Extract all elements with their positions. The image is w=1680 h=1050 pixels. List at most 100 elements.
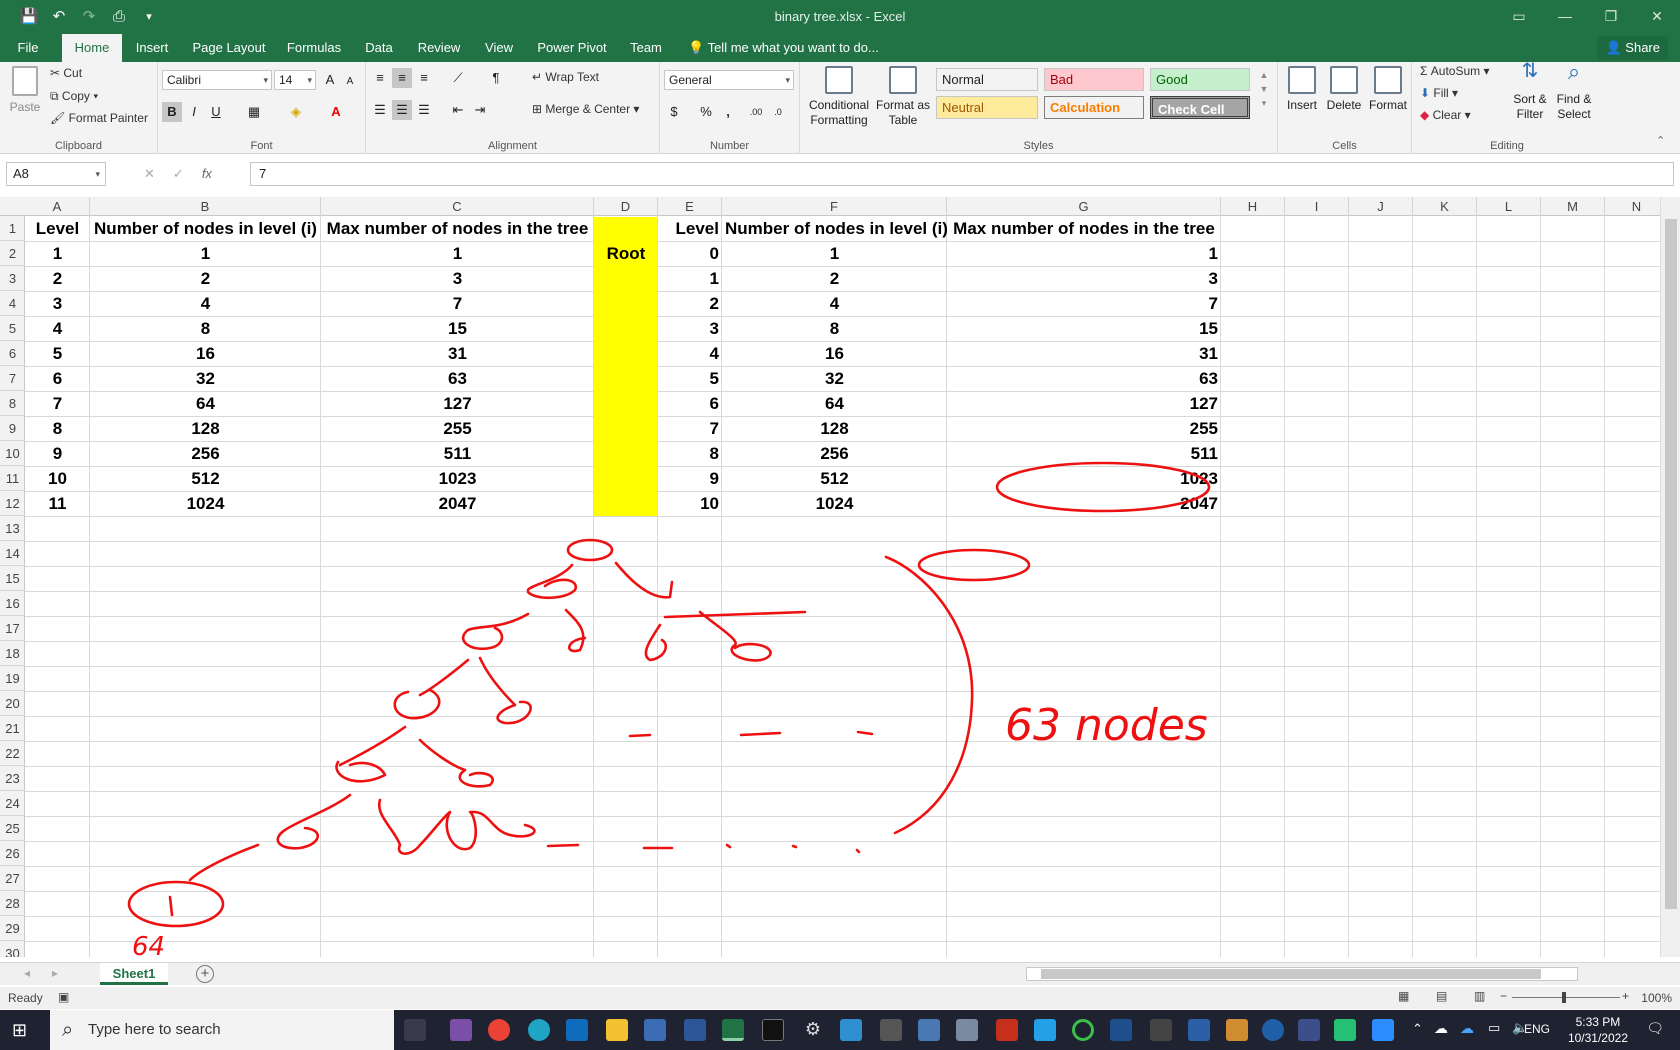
column-header-m[interactable]: M: [1541, 197, 1605, 216]
data-cell[interactable]: 31: [448, 344, 467, 363]
clear-button[interactable]: ◆ Clear ▾: [1420, 108, 1471, 122]
header-cell[interactable]: Level: [35, 219, 80, 238]
data-cell[interactable]: 6: [52, 369, 63, 388]
data-cell[interactable]: 64: [825, 394, 844, 413]
powershell-icon[interactable]: [1298, 1019, 1320, 1041]
column-header-f[interactable]: F: [722, 197, 947, 216]
undo-icon[interactable]: ↶: [52, 8, 66, 25]
data-cell[interactable]: 128: [191, 419, 220, 438]
row-header-19[interactable]: 19: [0, 666, 25, 691]
data-cell[interactable]: 1: [829, 244, 840, 263]
name-box[interactable]: A8: [6, 162, 106, 186]
row-header-28[interactable]: 28: [0, 891, 25, 916]
data-cell[interactable]: 4: [200, 294, 211, 313]
column-header-a[interactable]: A: [25, 197, 90, 216]
row-header-17[interactable]: 17: [0, 616, 25, 641]
data-cell[interactable]: 1023: [438, 469, 477, 488]
percent-button[interactable]: %: [700, 104, 712, 119]
data-cell[interactable]: 0: [709, 244, 719, 263]
data-cell[interactable]: 3: [452, 269, 463, 288]
data-cell[interactable]: 2047: [1180, 494, 1218, 513]
zoom-app-icon[interactable]: [1372, 1019, 1394, 1041]
data-cell[interactable]: 1023: [1180, 469, 1218, 488]
row-header-5[interactable]: 5: [0, 316, 25, 341]
style-calculation[interactable]: Calculation: [1044, 96, 1144, 119]
network-icon[interactable]: ▭: [1488, 1020, 1501, 1035]
font-color-icon[interactable]: A: [331, 104, 341, 119]
notifications-icon[interactable]: 🗨: [1646, 1020, 1664, 1036]
tool-icon[interactable]: [1150, 1019, 1172, 1041]
sort-filter-button[interactable]: ⇅ Sort & Filter: [1510, 61, 1550, 122]
file-explorer-icon[interactable]: [606, 1019, 628, 1041]
normal-view-icon[interactable]: ▦: [1398, 989, 1410, 1003]
column-header-n[interactable]: N: [1605, 197, 1660, 216]
column-header-e[interactable]: E: [658, 197, 722, 216]
data-cell[interactable]: 15: [1199, 319, 1218, 338]
taskbar-clock[interactable]: 5:33 PM 10/31/2022: [1568, 1014, 1628, 1046]
style-good[interactable]: Good: [1150, 68, 1250, 91]
style-normal[interactable]: Normal: [936, 68, 1038, 91]
chrome-icon[interactable]: [488, 1019, 510, 1041]
paragraph-icon[interactable]: ¶: [492, 70, 500, 85]
row-header-12[interactable]: 12: [0, 491, 25, 516]
tab-page-layout[interactable]: Page Layout: [192, 40, 266, 55]
pycharm-icon[interactable]: [1334, 1019, 1356, 1041]
formula-input[interactable]: 7: [250, 162, 1674, 186]
align-center-icon[interactable]: ☰: [392, 100, 412, 120]
style-bad[interactable]: Bad: [1044, 68, 1144, 91]
row-header-22[interactable]: 22: [0, 741, 25, 766]
volume-icon[interactable]: 🔈: [1512, 1020, 1529, 1035]
tab-review[interactable]: Review: [417, 40, 461, 55]
taskbar-search-box[interactable]: Type here to search: [50, 1010, 394, 1050]
share-button[interactable]: 👤 Share: [1597, 36, 1668, 60]
conditional-formatting-button[interactable]: Conditional Formatting: [806, 66, 872, 128]
outlook-icon[interactable]: [566, 1019, 588, 1041]
cut-button[interactable]: ✂ Cut: [50, 66, 82, 80]
insert-cells-button[interactable]: Insert: [1282, 66, 1322, 113]
tab-power-pivot[interactable]: Power Pivot: [537, 40, 607, 55]
refresh-app-icon[interactable]: [1072, 1019, 1094, 1041]
close-button[interactable]: ✕: [1651, 8, 1663, 24]
data-cell[interactable]: 15: [448, 319, 467, 338]
excel-icon[interactable]: [722, 1019, 744, 1041]
data-cell[interactable]: 255: [443, 419, 472, 438]
row-header-20[interactable]: 20: [0, 691, 25, 716]
column-header-l[interactable]: L: [1477, 197, 1541, 216]
ribbon-display-button[interactable]: ▭: [1512, 8, 1526, 24]
data-cell[interactable]: 8: [709, 444, 719, 463]
row-header-23[interactable]: 23: [0, 766, 25, 791]
data-cell[interactable]: 4: [709, 344, 719, 363]
data-cell[interactable]: 5: [52, 344, 63, 363]
data-cell[interactable]: 3: [52, 294, 63, 313]
windows-start-icon[interactable]: ⊞: [12, 1020, 28, 1040]
data-cell[interactable]: 11: [48, 494, 67, 513]
autosum-button[interactable]: Σ AutoSum ▾: [1420, 64, 1490, 78]
font-size-select[interactable]: 14: [274, 70, 316, 90]
data-cell[interactable]: 1: [52, 244, 63, 263]
data-cell[interactable]: 256: [820, 444, 849, 463]
photos-icon[interactable]: [840, 1019, 862, 1041]
format-painter-button[interactable]: 🖌 Format Painter: [50, 111, 148, 125]
zoom-out-icon[interactable]: −: [1500, 989, 1508, 1003]
paste-button[interactable]: Paste: [6, 66, 44, 115]
zoom-in-icon[interactable]: +: [1622, 989, 1630, 1003]
copy-button[interactable]: ⧉ Copy ▾: [50, 89, 99, 103]
sheet-nav-next-icon[interactable]: ▸: [52, 966, 59, 980]
onedrive-icon[interactable]: ☁: [1434, 1020, 1448, 1036]
data-cell[interactable]: 512: [191, 469, 220, 488]
tell-me-box[interactable]: 💡 Tell me what you want to do...: [688, 34, 879, 62]
decrease-decimal-button[interactable]: .0: [774, 107, 782, 117]
header-cell[interactable]: Number of nodes in level (i): [94, 219, 317, 238]
row-header-14[interactable]: 14: [0, 541, 25, 566]
row-header-21[interactable]: 21: [0, 716, 25, 741]
data-cell[interactable]: 1: [452, 244, 463, 263]
row-header-11[interactable]: 11: [0, 466, 25, 491]
increase-indent-icon[interactable]: ⇥: [474, 102, 486, 117]
style-check-cell[interactable]: Check Cell: [1150, 96, 1250, 119]
horizontal-scrollbar[interactable]: [1026, 967, 1578, 981]
data-cell[interactable]: 32: [196, 369, 215, 388]
data-cell[interactable]: 8: [200, 319, 211, 338]
save-icon[interactable]: 💾: [19, 8, 39, 25]
data-cell[interactable]: 31: [1199, 344, 1218, 363]
